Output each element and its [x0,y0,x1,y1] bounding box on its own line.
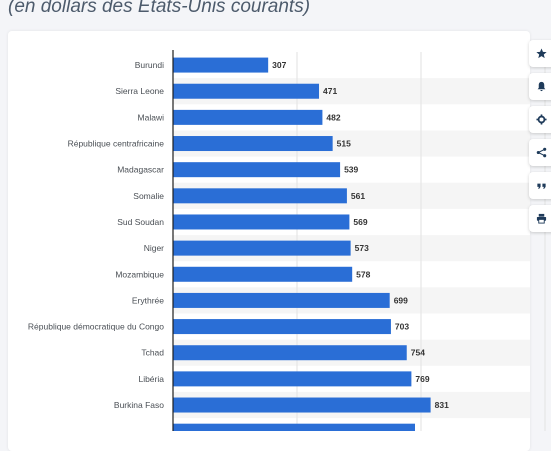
chart-toolbar [529,40,551,232]
value-label: 471 [323,86,337,96]
star-icon [536,48,547,59]
bar [173,57,269,73]
value-label: 699 [394,295,408,305]
value-label: 515 [337,139,351,149]
quote-icon [537,183,546,189]
bar [173,162,341,178]
bar [173,109,323,125]
category-label: Erythrée [132,295,164,305]
value-label: 573 [355,243,369,253]
bar [173,371,412,387]
cite-button[interactable] [529,172,551,199]
bar [173,214,350,230]
bar [173,83,320,99]
value-label: 569 [353,217,367,227]
category-label: Somalie [133,191,164,201]
share-button[interactable] [529,139,551,166]
value-label: 539 [344,165,358,175]
bar [173,319,391,335]
value-label: 831 [435,400,449,410]
category-label: Sud Soudan [117,217,164,227]
value-label: 578 [356,269,370,279]
category-label: Libéria [138,374,164,384]
category-label: Malawi [138,112,165,122]
value-label: 703 [395,322,409,332]
category-label: République démocratique du Congo [28,322,164,332]
value-label: 561 [351,191,365,201]
bar [173,240,351,256]
bar [173,292,390,308]
settings-button[interactable] [529,106,551,133]
print-icon [536,213,547,224]
chart-subtitle: (en dollars des Etats-Unis courants) [8,0,311,17]
bar [173,266,353,282]
category-label: Mozambique [115,269,164,279]
category-label: Burkina Faso [114,400,164,410]
value-label: 482 [326,112,340,122]
notification-button[interactable] [529,73,551,100]
gear-icon [536,114,547,125]
category-label: Niger [144,243,164,253]
favorite-button[interactable] [529,40,551,67]
bar-partial [173,423,415,431]
bar [173,136,333,152]
bar-chart: Burundi 307 Sierra Leone 471 Malawi 482 Républ… [28,50,546,431]
bell-icon [537,81,546,92]
category-label: Burundi [135,60,164,70]
bar [173,188,347,204]
category-label: République centrafricaine [68,139,165,149]
value-label: 754 [411,348,425,358]
print-button[interactable] [529,205,551,232]
bar [173,345,407,361]
value-label: 307 [272,60,286,70]
category-label: Sierra Leone [115,86,164,96]
share-icon [536,147,547,158]
category-label: Tchad [141,348,164,358]
value-label: 769 [415,374,429,384]
bar [173,397,431,413]
category-label: Madagascar [117,165,164,175]
